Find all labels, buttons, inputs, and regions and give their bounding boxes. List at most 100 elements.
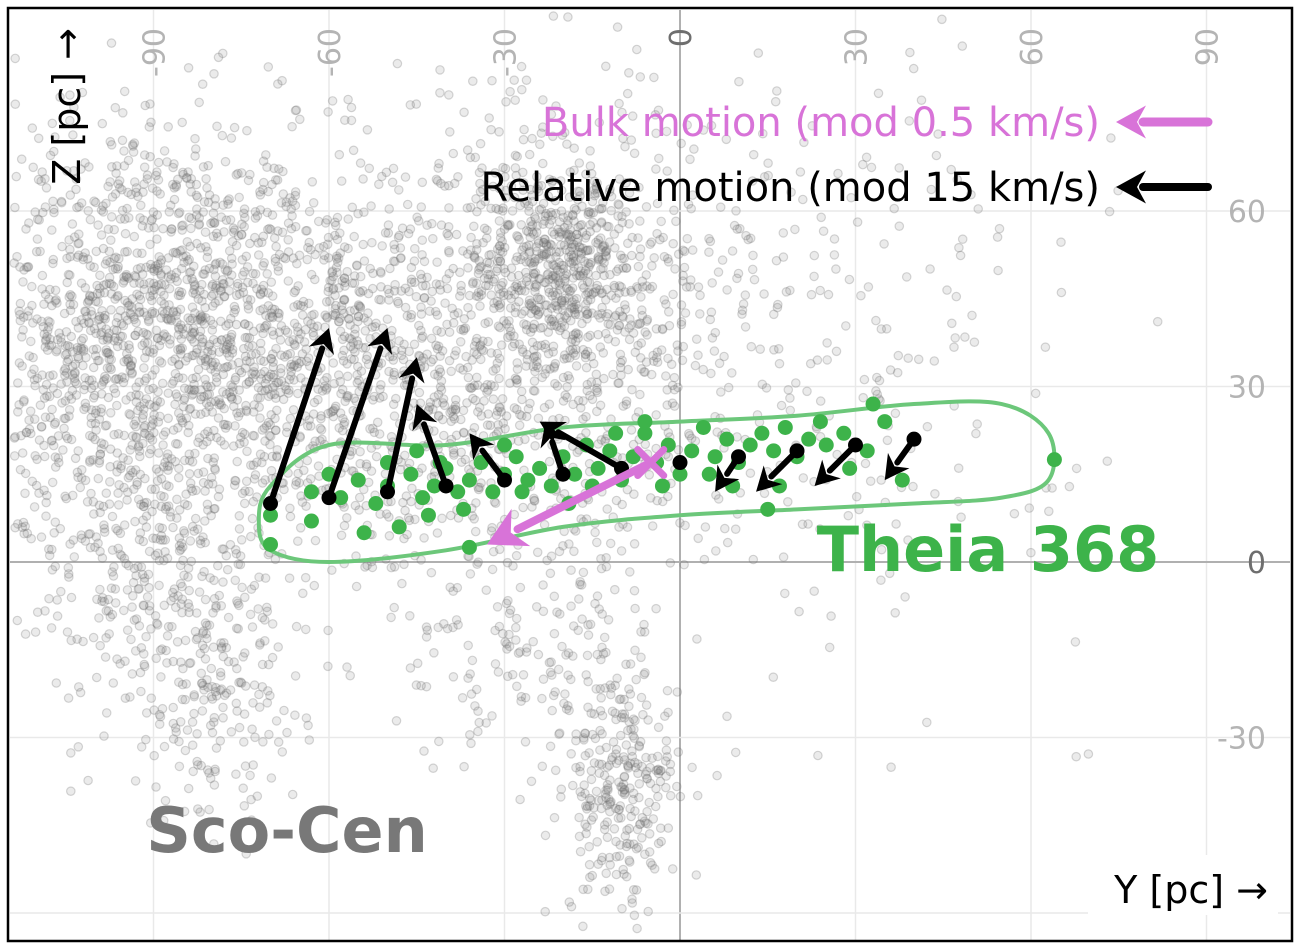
theia-member-point (842, 460, 858, 476)
background-star (163, 388, 174, 398)
background-star (48, 258, 58, 269)
background-star (117, 372, 127, 382)
background-star (191, 634, 202, 645)
background-star (230, 575, 241, 586)
background-star (173, 344, 183, 355)
background-star (309, 309, 319, 320)
background-star (151, 464, 162, 474)
background-star (568, 348, 579, 358)
background-star (339, 331, 350, 342)
background-star (171, 727, 181, 737)
background-star (522, 349, 532, 360)
background-star (65, 539, 75, 549)
y-tick-label: 30 (1228, 371, 1266, 406)
background-star (126, 309, 136, 320)
background-star (714, 358, 725, 369)
background-star (309, 580, 320, 591)
background-star (152, 265, 163, 276)
background-star (211, 228, 222, 239)
background-star (156, 335, 166, 346)
x-tick-label: -60 (313, 28, 348, 77)
background-star (583, 332, 593, 342)
background-star (130, 646, 141, 656)
background-star (196, 668, 207, 679)
background-star (553, 664, 564, 675)
y-axis-label: Z [pc] → (45, 28, 89, 185)
background-star (144, 315, 154, 325)
background-star (622, 238, 633, 249)
background-star (183, 572, 193, 582)
background-star (444, 268, 454, 279)
background-star (951, 291, 962, 302)
background-star (617, 903, 627, 914)
background-star (117, 135, 128, 146)
background-star (785, 405, 796, 416)
background-star (437, 513, 447, 524)
theia-member-point (701, 466, 717, 482)
background-star (566, 565, 576, 575)
background-star (483, 317, 494, 327)
background-star (239, 343, 249, 354)
background-star (126, 189, 136, 200)
background-star (398, 354, 409, 365)
background-star (207, 357, 217, 368)
background-star (709, 346, 720, 356)
background-star (278, 252, 289, 263)
background-star (571, 762, 581, 773)
background-star (882, 435, 893, 446)
background-star (310, 535, 321, 546)
background-star (790, 224, 800, 235)
background-star (469, 341, 480, 351)
background-star (70, 376, 80, 387)
background-star (201, 242, 211, 252)
background-star (159, 555, 169, 566)
background-star (281, 384, 291, 395)
theia-member-point (836, 425, 852, 441)
background-star (284, 573, 295, 583)
background-star (135, 278, 145, 288)
background-star (119, 146, 129, 156)
background-star (153, 157, 164, 168)
background-star (180, 635, 191, 646)
background-star (571, 729, 581, 739)
background-star (128, 577, 139, 588)
background-star (187, 373, 198, 384)
relative-motion-origin (497, 472, 512, 488)
background-star (111, 523, 121, 534)
background-star (207, 681, 218, 692)
background-star (624, 684, 634, 694)
background-star (129, 138, 140, 148)
background-star (468, 393, 478, 404)
background-star (662, 685, 673, 696)
background-star (92, 280, 102, 291)
background-star (137, 569, 148, 580)
background-star (610, 336, 621, 347)
background-star (76, 278, 87, 288)
background-star (177, 117, 187, 128)
background-star (73, 345, 83, 355)
background-star (345, 670, 355, 681)
background-star (147, 295, 157, 306)
background-star (160, 427, 171, 437)
background-star (540, 906, 550, 917)
background-star (110, 388, 121, 398)
background-star (141, 631, 151, 642)
background-star (121, 271, 131, 282)
background-star (204, 401, 214, 412)
background-star (557, 641, 567, 652)
background-star (682, 233, 693, 244)
background-star (458, 246, 468, 256)
background-star (185, 403, 196, 414)
background-star (295, 522, 306, 533)
background-star (321, 312, 332, 322)
background-star (138, 438, 148, 449)
background-star (484, 250, 494, 260)
background-star (213, 413, 224, 423)
background-star (153, 448, 164, 458)
background-star (61, 349, 72, 359)
background-star (260, 378, 271, 389)
background-star (205, 720, 216, 731)
background-star (141, 346, 152, 357)
background-star (105, 407, 116, 418)
background-star (663, 256, 674, 267)
